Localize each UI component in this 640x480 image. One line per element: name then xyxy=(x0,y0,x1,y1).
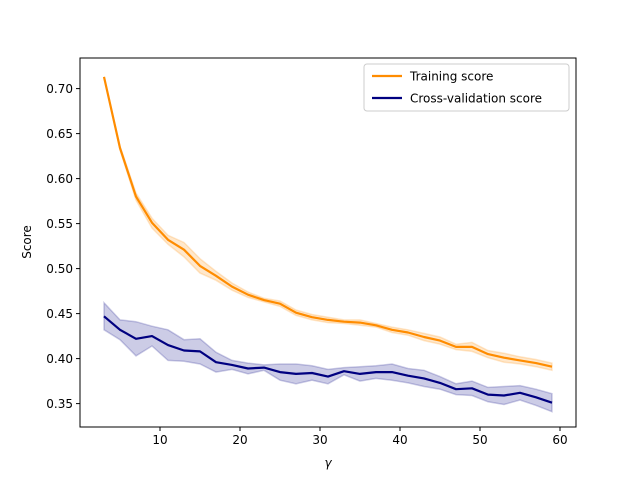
legend-box xyxy=(363,63,570,112)
plot-area-frame xyxy=(79,57,577,428)
series-line-cross-validation xyxy=(103,315,553,404)
x-tick-label: 10 xyxy=(152,433,167,447)
x-tick-label: 50 xyxy=(472,433,487,447)
confidence-bands xyxy=(103,76,553,413)
y-tick-label: 0.50 xyxy=(46,262,73,276)
x-tick-label: 40 xyxy=(392,433,407,447)
confidence-band-training xyxy=(103,76,553,372)
x-axis-label: γ xyxy=(324,456,332,470)
y-tick-label: 0.65 xyxy=(46,127,73,141)
y-axis-ticks: 0.35 0.40 0.45 0.50 0.55 0.60 0.65 0.70 xyxy=(46,82,80,411)
y-axis-label: Score xyxy=(20,225,34,259)
y-tick-label: 0.55 xyxy=(46,217,73,231)
legend-label-training: Training score xyxy=(409,70,493,84)
series-line-training xyxy=(102,76,553,368)
y-tick-label: 0.40 xyxy=(46,352,73,366)
x-tick-label: 60 xyxy=(552,433,567,447)
legend-label-cross-validation: Cross-validation score xyxy=(410,92,542,106)
x-axis-ticks: 10 20 30 40 50 60 xyxy=(152,427,568,447)
y-tick-label: 0.45 xyxy=(46,307,73,321)
series-lines xyxy=(102,76,553,404)
legend: Training score Cross-validation score xyxy=(363,63,570,112)
y-tick-label: 0.35 xyxy=(46,397,73,411)
confidence-band-cross-validation xyxy=(103,300,553,413)
y-tick-label: 0.70 xyxy=(46,82,73,96)
x-tick-label: 20 xyxy=(232,433,247,447)
y-tick-label: 0.60 xyxy=(46,172,73,186)
x-tick-label: 30 xyxy=(312,433,327,447)
